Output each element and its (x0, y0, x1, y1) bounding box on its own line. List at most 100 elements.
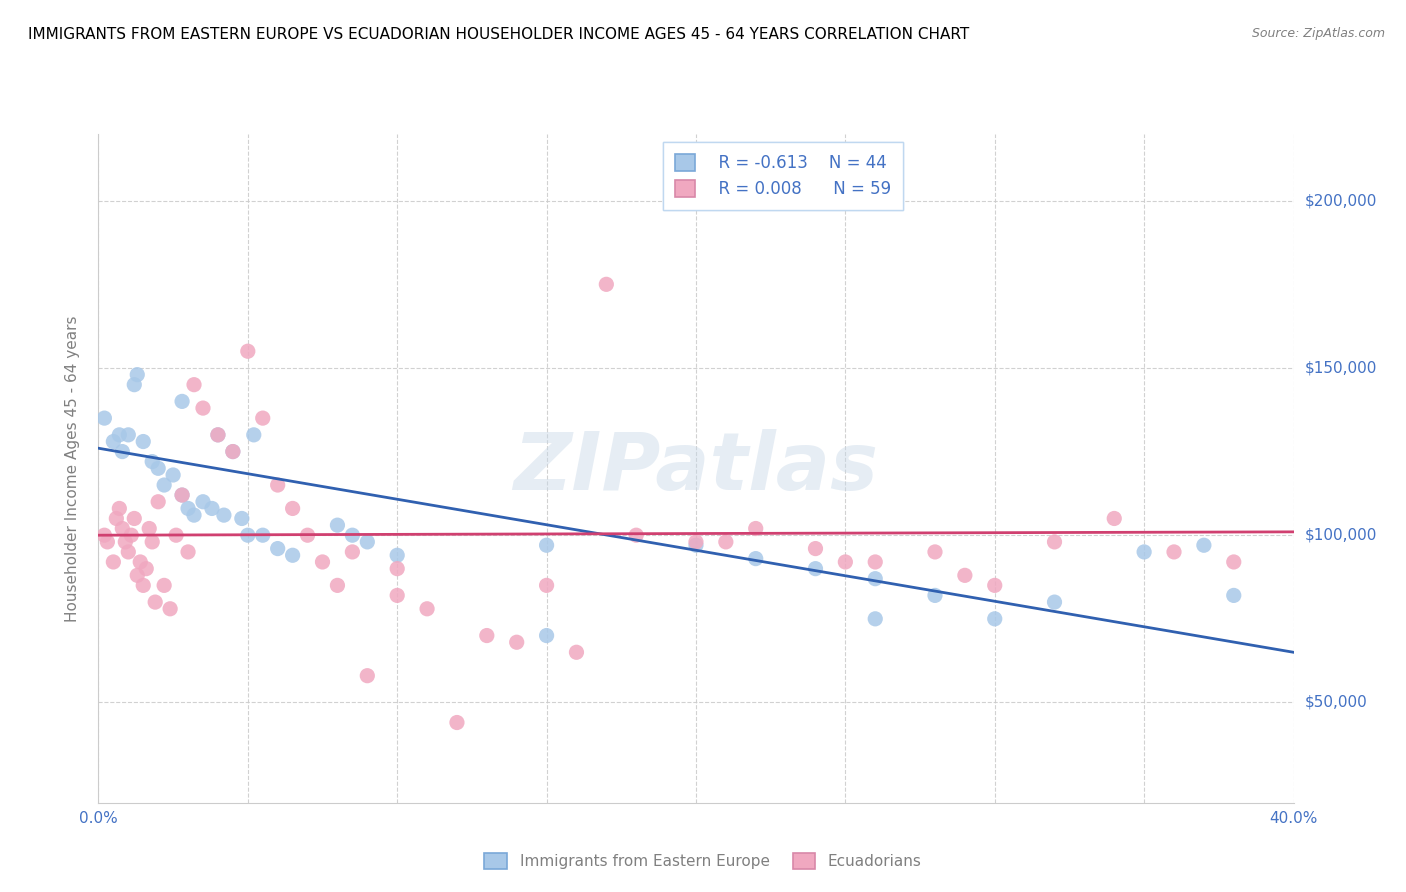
Point (385, 589, 409, 603)
Text: IMMIGRANTS FROM EASTERN EUROPE VS ECUADORIAN HOUSEHOLDER INCOME AGES 45 - 64 YEA: IMMIGRANTS FROM EASTERN EUROPE VS ECUADO… (28, 27, 969, 42)
Point (1192, 538, 1215, 552)
Point (714, 534, 737, 549)
Point (165, 528, 187, 542)
Point (93, 411, 115, 425)
Point (1223, 555, 1246, 569)
Point (172, 488, 194, 502)
Point (865, 555, 887, 569)
Point (236, 528, 259, 542)
Point (141, 534, 163, 549)
Point (103, 434, 125, 449)
Point (924, 545, 946, 559)
Point (356, 534, 378, 549)
Point (595, 277, 617, 292)
Point (1104, 511, 1126, 525)
Point (804, 562, 827, 576)
Point (93, 528, 115, 542)
Text: Source: ZipAtlas.com: Source: ZipAtlas.com (1251, 27, 1385, 40)
Point (565, 645, 588, 659)
Point (475, 628, 498, 642)
Point (356, 669, 378, 683)
Point (120, 528, 142, 542)
Point (834, 555, 856, 569)
Point (96, 534, 118, 549)
Point (172, 394, 194, 409)
Point (281, 501, 304, 516)
Point (416, 602, 439, 616)
Text: $150,000: $150,000 (1305, 360, 1376, 376)
Point (153, 578, 176, 592)
Point (105, 511, 128, 525)
Point (177, 545, 200, 559)
Legend:   R = -0.613    N = 44,   R = 0.008      N = 59: R = -0.613 N = 44, R = 0.008 N = 59 (664, 142, 903, 211)
Point (222, 444, 245, 458)
Text: $50,000: $50,000 (1305, 695, 1368, 710)
Point (138, 521, 160, 535)
Point (127, 568, 149, 582)
Text: $200,000: $200,000 (1305, 194, 1376, 208)
Point (685, 534, 707, 549)
Point (191, 494, 214, 508)
Point (207, 428, 229, 442)
Point (342, 545, 364, 559)
Point (506, 635, 529, 649)
Point (685, 538, 707, 552)
Y-axis label: Householder Income Ages 45 - 64 years: Householder Income Ages 45 - 64 years (65, 315, 80, 622)
Point (267, 478, 290, 492)
Point (108, 501, 131, 516)
Point (132, 578, 155, 592)
Point (297, 528, 319, 542)
Point (252, 411, 274, 425)
Legend: Immigrants from Eastern Europe, Ecuadorians: Immigrants from Eastern Europe, Ecuadori… (478, 847, 928, 875)
Point (1223, 589, 1246, 603)
Point (1043, 534, 1066, 549)
Point (162, 467, 184, 482)
Point (212, 508, 235, 523)
Point (267, 541, 290, 556)
Point (183, 377, 205, 392)
Point (624, 528, 647, 542)
Point (252, 528, 274, 542)
Point (865, 572, 887, 586)
Point (177, 501, 200, 516)
Point (281, 548, 304, 563)
Point (129, 555, 152, 569)
Point (1043, 595, 1066, 609)
Point (207, 428, 229, 442)
Point (191, 401, 214, 416)
Point (983, 612, 1005, 626)
Point (143, 595, 166, 609)
Point (385, 562, 409, 576)
Point (326, 578, 349, 592)
Text: ZIPatlas: ZIPatlas (513, 429, 879, 508)
Point (135, 562, 157, 576)
Point (103, 555, 125, 569)
Point (183, 508, 205, 523)
Point (243, 428, 266, 442)
Point (117, 545, 139, 559)
Point (114, 534, 136, 549)
Point (148, 461, 170, 475)
Point (536, 578, 558, 592)
Point (745, 551, 768, 566)
Point (804, 541, 827, 556)
Point (536, 628, 558, 642)
Point (201, 501, 224, 516)
Point (108, 428, 131, 442)
Text: $100,000: $100,000 (1305, 528, 1376, 542)
Point (172, 488, 194, 502)
Point (1163, 545, 1185, 559)
Point (148, 494, 170, 508)
Point (132, 434, 155, 449)
Point (124, 511, 146, 525)
Point (446, 715, 468, 730)
Point (117, 428, 139, 442)
Point (1133, 545, 1156, 559)
Point (745, 521, 768, 535)
Point (111, 444, 134, 458)
Point (953, 568, 976, 582)
Point (141, 455, 163, 469)
Point (326, 518, 349, 533)
Point (231, 511, 253, 525)
Point (159, 602, 181, 616)
